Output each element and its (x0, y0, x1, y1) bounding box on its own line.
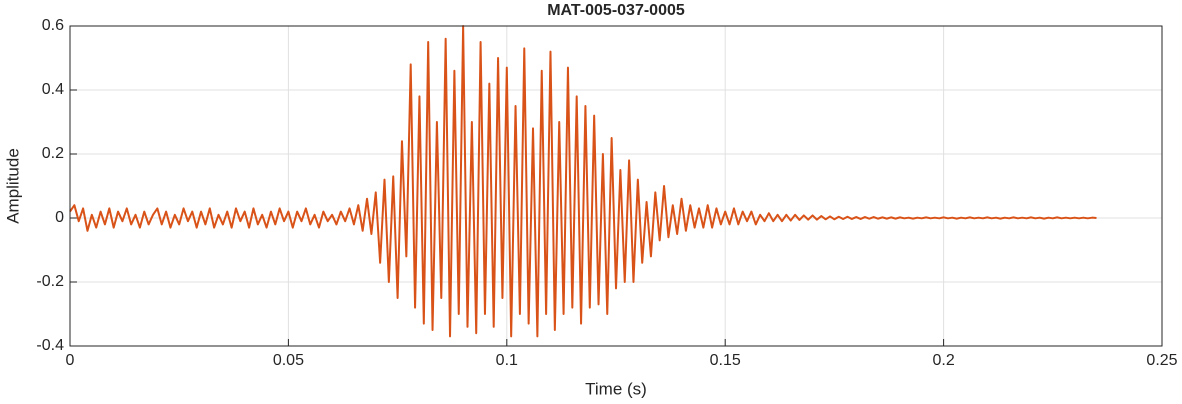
y-tick-label: 0 (55, 209, 64, 226)
plot-frame (69, 25, 1163, 347)
x-tick-label: 0.1 (496, 352, 518, 369)
x-tick-label: 0.25 (1146, 352, 1177, 369)
y-tick-label: 0.4 (42, 81, 64, 98)
y-tick-label: -0.4 (36, 337, 64, 354)
chart-title: MAT-005-037-0005 (547, 2, 685, 19)
x-tick-label: 0.2 (932, 352, 954, 369)
y-tick-label: 0.2 (42, 145, 64, 162)
y-axis-label: Amplitude (3, 148, 22, 224)
x-tick-label: 0.15 (710, 352, 741, 369)
y-tick-label: 0.6 (42, 17, 64, 34)
y-tick-label: -0.2 (36, 273, 64, 290)
x-tick-label: 0 (66, 352, 75, 369)
waveform-line (69, 25, 1097, 338)
x-axis-label: Time (s) (585, 379, 647, 398)
x-tick-label: 0.05 (273, 352, 304, 369)
